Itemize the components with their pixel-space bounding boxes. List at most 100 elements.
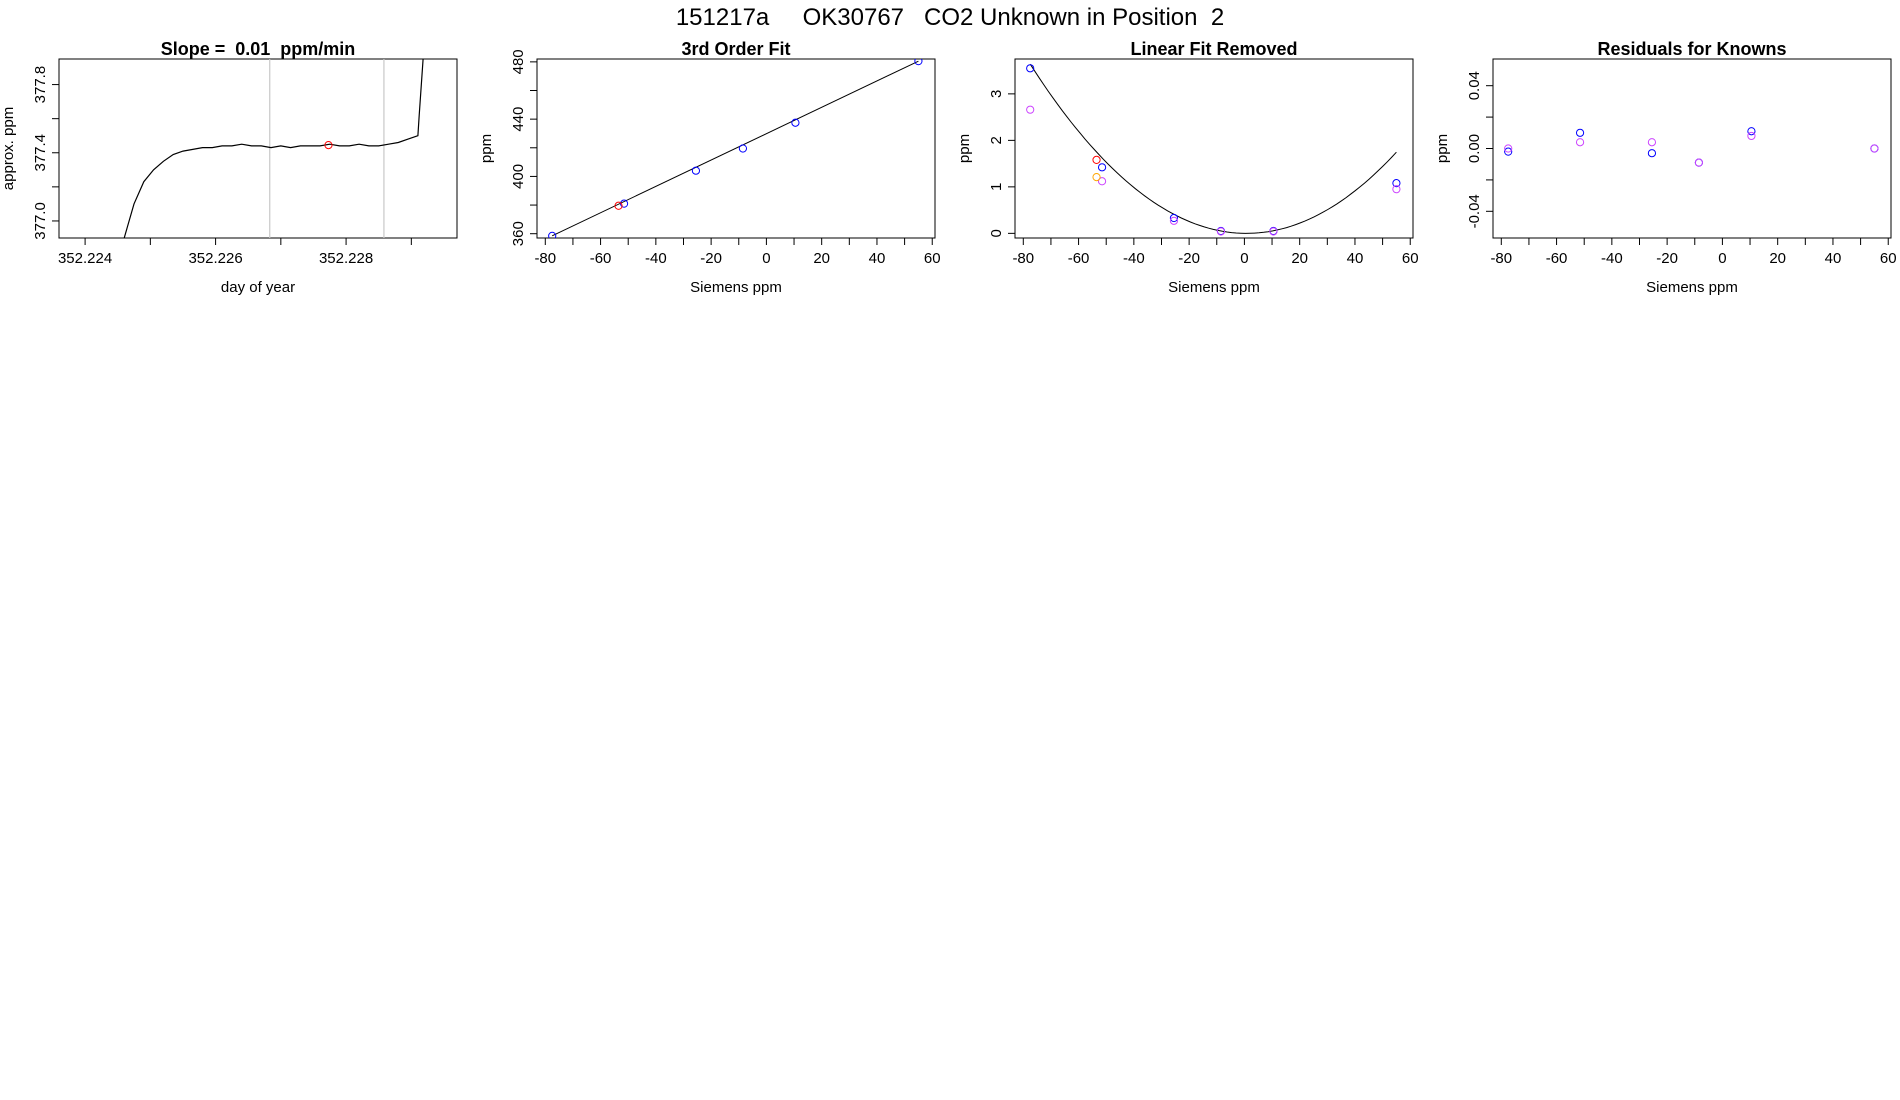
x-tick-label: 40 [1825, 250, 1842, 267]
panel-fit-xlabel: Siemens ppm [690, 279, 782, 296]
x-tick-label: -20 [700, 250, 722, 267]
x-tick-label: 40 [1347, 250, 1364, 267]
y-tick-label: 377.0 [32, 202, 49, 240]
y-tick-label: -0.04 [1466, 194, 1483, 228]
panel-residuals: Residuals for Knowns Siemens ppm ppm -80… [1434, 39, 1897, 296]
data-point [1504, 147, 1513, 156]
y-tick-label: 0 [988, 229, 1005, 237]
panel-fit-frame [536, 58, 936, 239]
y-tick-label: 400 [510, 164, 527, 189]
fit-curve [1029, 63, 1397, 234]
panel-residuals-title: Residuals for Knowns [1597, 39, 1786, 59]
panel-linear-xlabel: Siemens ppm [1168, 279, 1260, 296]
data-point [691, 166, 701, 175]
data-point [1694, 158, 1704, 167]
data-point [1747, 131, 1756, 141]
panel-linear-ylabel: ppm [956, 134, 973, 163]
y-tick-label: 377.4 [32, 134, 49, 172]
x-tick-label: -60 [590, 250, 612, 267]
x-tick-label: 60 [924, 250, 941, 267]
data-point [614, 201, 623, 210]
panel-fit-ylabel: ppm [478, 134, 495, 163]
x-tick-label: 60 [1402, 250, 1419, 267]
x-tick-label: -40 [1601, 250, 1623, 267]
panel-residuals-xlabel: Siemens ppm [1646, 279, 1738, 296]
data-point [1169, 213, 1179, 223]
y-tick-label: 0.00 [1466, 134, 1483, 163]
data-point [1647, 138, 1657, 147]
y-tick-label: 1 [988, 183, 1005, 191]
panel-fit-title: 3rd Order Fit [681, 39, 790, 59]
x-tick-label: -20 [1178, 250, 1200, 267]
panel-drift: Slope = 0.01 ppm/min day of year approx.… [0, 39, 458, 296]
x-tick-label: 0 [762, 250, 770, 267]
data-point [1097, 163, 1107, 172]
data-point [914, 59, 923, 66]
y-tick-label: 440 [510, 107, 527, 132]
y-tick-label: 360 [510, 221, 527, 246]
x-tick-label: -60 [1546, 250, 1568, 267]
data-point [1169, 216, 1179, 225]
marker-point [324, 140, 333, 150]
x-tick-label: 352.226 [188, 250, 242, 267]
y-tick-label: 480 [510, 49, 527, 74]
data-point [1647, 149, 1657, 158]
panel-fit-plot-area [548, 59, 923, 238]
data-point [1504, 144, 1513, 153]
x-tick-label: -20 [1656, 250, 1678, 267]
panel-linear-title: Linear Fit Removed [1130, 39, 1297, 59]
data-point [1092, 155, 1101, 164]
panel-residuals-frame [1492, 58, 1892, 239]
x-tick-label: 40 [869, 250, 886, 267]
fit-line [551, 60, 919, 237]
panel-linear-frame [1014, 58, 1414, 239]
y-tick-label: 0.04 [1466, 71, 1483, 100]
data-point [1097, 177, 1107, 186]
y-tick-label: 2 [988, 136, 1005, 144]
x-tick-label: 20 [1769, 250, 1786, 267]
panel-drift-plot-area [123, 59, 424, 238]
data-point [1092, 172, 1101, 182]
panel-linear-fit-removed: Linear Fit Removed Siemens ppm ppm -80 -6… [956, 39, 1419, 296]
x-tick-label: -40 [645, 250, 667, 267]
x-tick-label: 352.224 [58, 250, 112, 267]
data-point [548, 231, 557, 238]
data-point [1392, 185, 1401, 194]
panel-third-order-fit: 3rd Order Fit Siemens ppm ppm -80 -60 -40 -… [478, 39, 941, 296]
data-point [1026, 105, 1035, 114]
x-tick-label: -80 [1490, 250, 1512, 267]
data-point [1392, 179, 1401, 188]
x-tick-label: 0 [1718, 250, 1726, 267]
data-point [1269, 227, 1278, 236]
x-tick-label: -80 [1012, 250, 1034, 267]
series-line [123, 59, 424, 238]
data-point [1870, 144, 1879, 153]
data-point [619, 199, 629, 208]
y-tick-label: 377.8 [32, 66, 49, 104]
x-tick-label: -60 [1068, 250, 1090, 267]
x-tick-label: 0 [1240, 250, 1248, 267]
panel-linear-plot-area [1026, 63, 1401, 236]
data-point [1575, 138, 1585, 147]
x-tick-label: 352.228 [319, 250, 373, 267]
panel-residuals-ylabel: ppm [1434, 134, 1451, 163]
y-tick-label: 3 [988, 90, 1005, 98]
panel-residuals-plot-area [1504, 127, 1879, 167]
panel-drift-title: Slope = 0.01 ppm/min [161, 39, 356, 59]
x-tick-label: -40 [1123, 250, 1145, 267]
figure-title: 151217a OK30767 CO2 Unknown in Position … [676, 4, 1224, 31]
x-tick-label: -80 [534, 250, 556, 267]
data-point [738, 144, 748, 153]
data-point [1026, 64, 1035, 73]
panel-drift-ylabel: approx. ppm [0, 107, 17, 190]
x-tick-label: 60 [1880, 250, 1897, 267]
data-point [791, 118, 800, 127]
data-point [1747, 127, 1756, 136]
panel-drift-xlabel: day of year [221, 279, 295, 296]
x-tick-label: 20 [813, 250, 830, 267]
data-point [1575, 128, 1585, 137]
panel-drift-frame [58, 58, 458, 239]
data-point [1216, 227, 1226, 236]
x-tick-label: 20 [1291, 250, 1308, 267]
